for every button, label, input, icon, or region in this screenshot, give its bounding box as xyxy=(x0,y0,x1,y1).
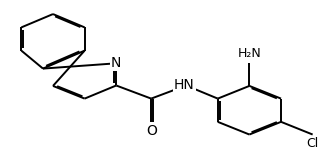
Text: H₂N: H₂N xyxy=(237,47,261,60)
Text: Cl: Cl xyxy=(307,137,319,150)
Text: O: O xyxy=(146,124,157,138)
Text: N: N xyxy=(111,56,122,70)
Text: HN: HN xyxy=(174,78,195,93)
